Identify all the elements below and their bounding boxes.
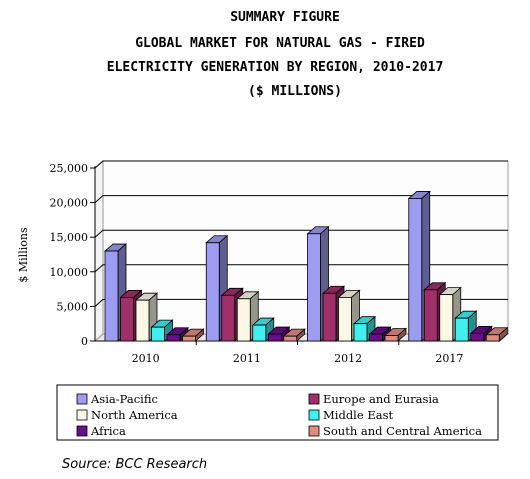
y-tick-label: 0	[81, 335, 88, 348]
bar-front	[307, 233, 321, 342]
x-tick-label: 2017	[435, 352, 463, 365]
bar	[103, 243, 128, 342]
legend-swatch	[76, 425, 88, 437]
bar-front	[236, 298, 251, 342]
bar	[282, 328, 306, 342]
bar-front	[408, 198, 423, 342]
x-tick-label: 2010	[132, 352, 160, 365]
legend-label: Africa	[90, 424, 126, 438]
y-axis-label: $ Millions	[17, 227, 30, 283]
bar	[150, 319, 174, 342]
side-wall	[94, 159, 104, 343]
legend-label: Asia-Pacific	[90, 392, 158, 406]
bar-front	[470, 332, 485, 342]
legend-label: Europe and Eurasia	[323, 392, 439, 406]
gridlines	[94, 160, 508, 307]
bar-front	[353, 323, 368, 342]
legend-swatch	[308, 425, 320, 437]
legend-swatch	[76, 393, 88, 405]
bar-front	[252, 324, 267, 342]
bar-front	[267, 333, 282, 342]
bar	[181, 328, 205, 342]
bar	[236, 290, 260, 342]
gridline	[94, 229, 508, 238]
bar-front	[423, 289, 438, 342]
legend-swatch	[308, 393, 320, 405]
x-tick-labels: 2010 2011 2012 2017	[132, 352, 464, 365]
gridline	[94, 160, 508, 169]
legend-box	[56, 384, 499, 441]
bar-front	[322, 292, 337, 342]
legend-swatch	[308, 409, 320, 421]
x-tick-label: 2012	[334, 352, 362, 365]
bar	[267, 326, 291, 342]
chart-title-line-3: ELECTRICITY GENERATION BY REGION, 2010-2…	[106, 60, 444, 75]
bar-front	[454, 317, 469, 342]
bar-front	[384, 335, 399, 342]
chart-title-line-4: ($ MILLIONS)	[248, 84, 342, 99]
chart-title-line-2: GLOBAL MARKET FOR NATURAL GAS - FIRED	[135, 36, 425, 51]
legend-label: Middle East	[323, 408, 393, 422]
bar-front	[283, 335, 298, 342]
legend-swatch	[76, 409, 88, 421]
source-note: Source: BCC Research	[62, 457, 208, 472]
legend-label: North America	[91, 408, 178, 422]
legend-label: South and Central America	[323, 424, 482, 438]
bar-front	[369, 333, 383, 342]
bar-front	[182, 335, 196, 342]
bar-front	[439, 294, 454, 342]
y-tick-label: 20,000	[50, 197, 89, 210]
legend: Asia-Pacific Europe and Eurasia North Amer…	[56, 384, 499, 441]
gridline	[94, 264, 508, 273]
bar-front	[485, 334, 500, 342]
y-tick-label: 25,000	[50, 162, 89, 175]
bar-front	[120, 297, 134, 342]
y-tick-label: 15,000	[50, 231, 89, 244]
chart-title-line-1: SUMMARY FIGURE	[230, 10, 340, 25]
bar-front	[135, 299, 150, 342]
y-tick-label: 10,000	[50, 266, 89, 279]
bar-front	[104, 250, 119, 342]
bar-front	[221, 294, 236, 342]
y-tick-label: 5,000	[57, 300, 89, 313]
bar-front	[205, 242, 220, 342]
y-tick-labels: 0 5,000 10,000 15,000 20,000 25,000	[50, 162, 89, 348]
bar-front	[338, 297, 352, 342]
bars	[103, 190, 509, 342]
bar-front	[166, 334, 181, 342]
bar	[383, 327, 408, 342]
bar	[407, 190, 431, 342]
x-tick-label: 2011	[233, 352, 261, 365]
bar	[485, 326, 509, 342]
gridline	[94, 195, 508, 203]
gridline	[94, 298, 508, 307]
bar-front	[151, 326, 165, 342]
